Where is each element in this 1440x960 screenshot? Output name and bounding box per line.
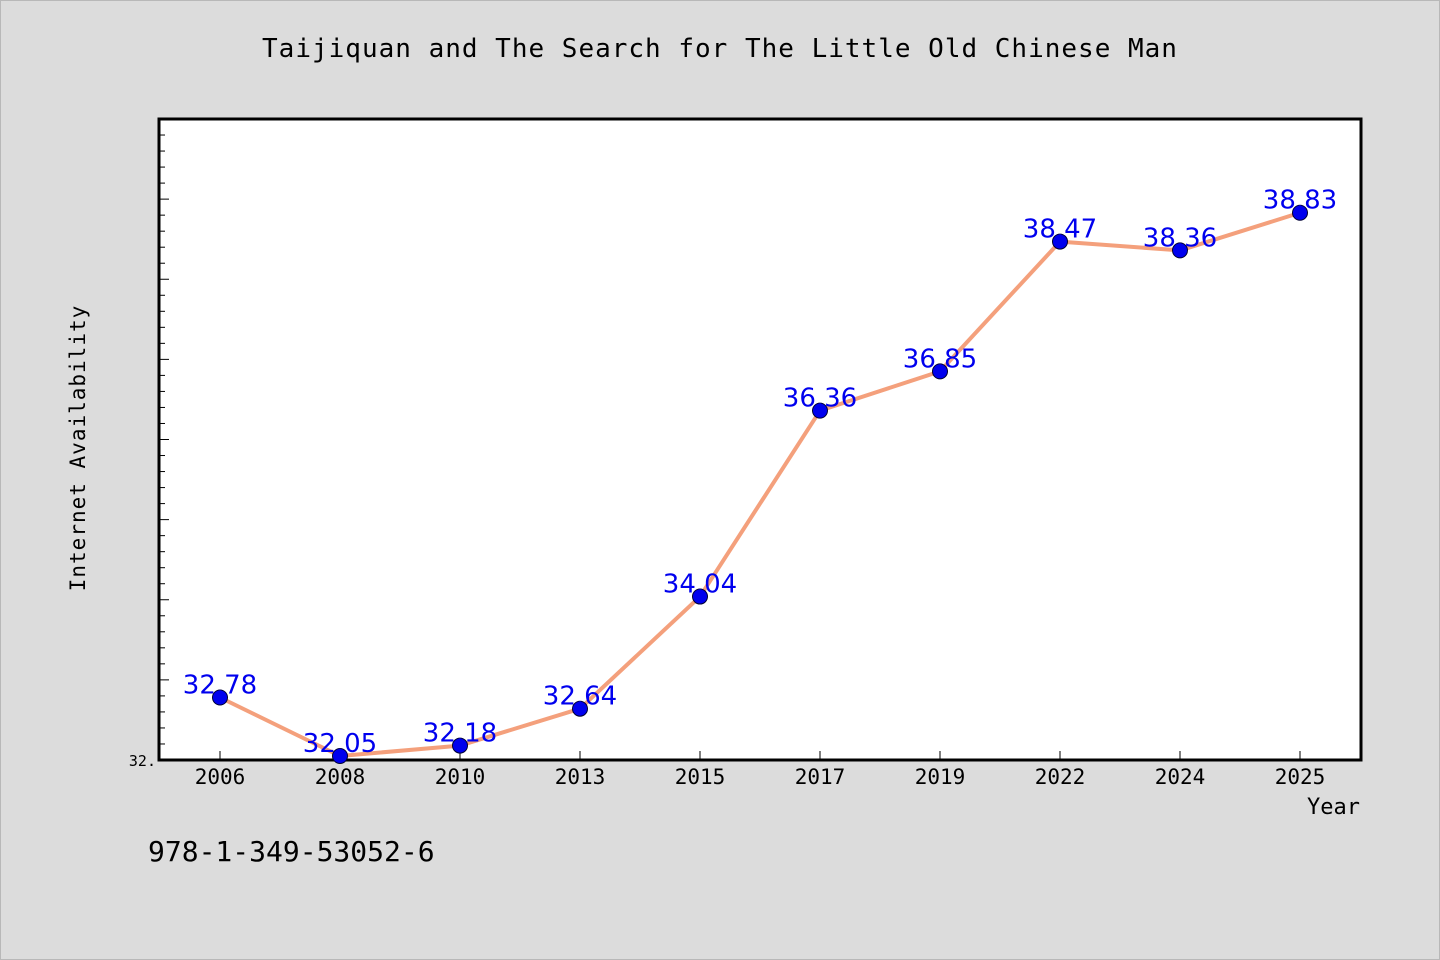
data-label: 32.78 — [183, 671, 257, 701]
x-axis-label: Year — [1307, 795, 1360, 820]
data-point — [1052, 233, 1068, 250]
data-point — [932, 363, 948, 380]
y-axis-ticks: 32. — [129, 118, 169, 770]
data-point — [452, 737, 468, 754]
series-line — [218, 210, 1302, 758]
data-label: 36.36 — [783, 384, 857, 414]
data-label: 38.36 — [1143, 223, 1217, 253]
series-layer — [212, 204, 1308, 764]
data-label-layer: 32.78 32.05 32.18 32.64 34.04 36.36 36.85 38.47… — [183, 186, 1337, 759]
data-point — [332, 747, 348, 764]
x-tick-label: 2019 — [915, 765, 966, 789]
footer-isbn: 978-1-349-53052-6 — [148, 835, 435, 868]
x-tick-label: 2006 — [195, 765, 246, 789]
x-tick-label: 2015 — [675, 765, 726, 789]
data-label: 32.05 — [303, 729, 377, 759]
x-tick-label: 2008 — [315, 765, 366, 789]
data-label: 36.85 — [903, 344, 977, 374]
data-point — [1172, 242, 1188, 259]
data-label: 32.64 — [543, 682, 617, 712]
data-point — [812, 402, 828, 419]
data-point — [1292, 204, 1308, 221]
x-tick-label: 2017 — [795, 765, 846, 789]
data-label: 38.83 — [1263, 186, 1337, 216]
y-tick-label: 32. — [129, 752, 156, 770]
x-tick-label: 2022 — [1035, 765, 1086, 789]
plot-area — [157, 117, 1363, 762]
x-tick-label: 2025 — [1275, 765, 1326, 789]
x-axis-ticks: 2006 2008 2010 2013 2015 2017 2019 2022 2024 2025 — [195, 751, 1326, 789]
x-tick-label: 2024 — [1155, 765, 1206, 789]
data-label: 34.04 — [663, 570, 737, 600]
data-point — [692, 588, 708, 605]
data-label: 38.47 — [1023, 215, 1097, 245]
data-point — [212, 689, 228, 706]
chart-title: Taijiquan and The Search for The Little … — [262, 34, 1178, 64]
x-tick-label: 2013 — [555, 765, 606, 789]
data-point — [572, 700, 588, 717]
data-label: 32.18 — [423, 719, 497, 749]
x-tick-label: 2010 — [435, 765, 486, 789]
